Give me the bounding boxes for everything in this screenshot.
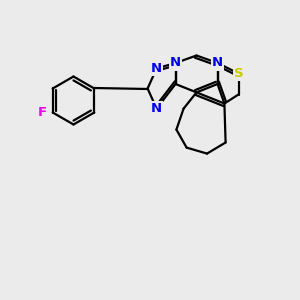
Text: N: N (212, 56, 223, 70)
Text: F: F (38, 106, 47, 119)
Text: N: N (151, 102, 162, 115)
Text: N: N (151, 62, 162, 75)
Text: F: F (38, 106, 47, 119)
Text: N: N (170, 56, 181, 70)
Text: S: S (234, 67, 243, 80)
